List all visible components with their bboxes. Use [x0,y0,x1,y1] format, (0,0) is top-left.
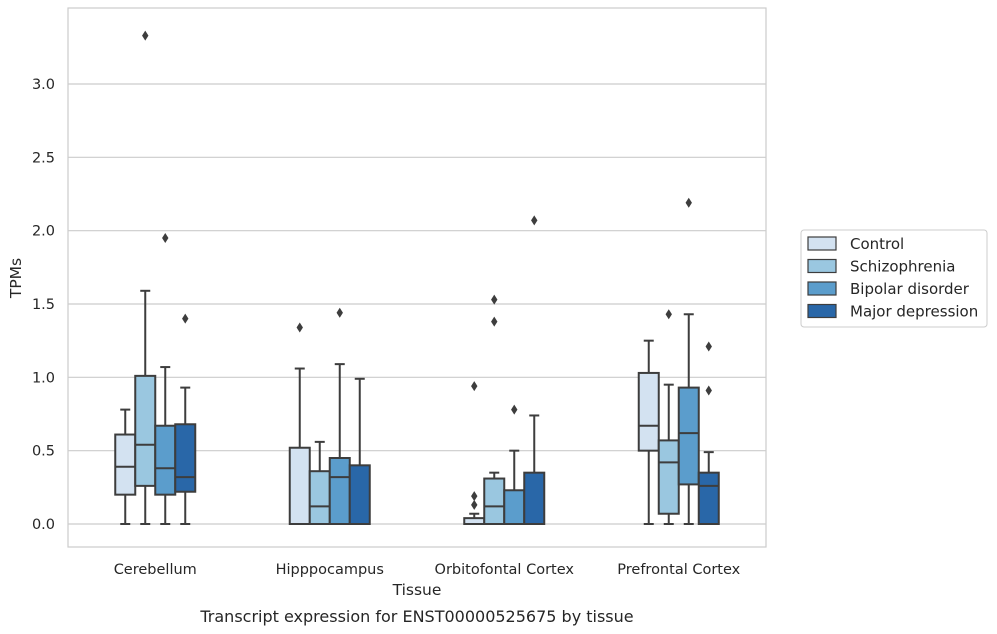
box-plot [523,215,546,525]
x-tick-label: Hipppocampus [276,562,384,578]
box-plot [677,197,700,525]
box-iqr [134,374,157,487]
outlier-point [471,499,478,510]
box-iqr [503,489,526,525]
box-iqr [114,433,137,496]
legend-label: Control [850,235,904,253]
box-iqr [523,471,546,525]
outlier-point [665,309,672,320]
outlier-point [511,404,518,415]
y-tick-label: 2.5 [32,150,55,166]
x-axis-ticks: Cerebellum Hipppocampus Orbitofontal Corte… [114,562,741,578]
box-iqr [174,423,197,493]
legend-swatch [807,303,837,319]
box-iqr [637,371,660,452]
box-iqr [288,446,311,526]
y-tick-label: 0.5 [32,444,55,460]
box-iqr [657,439,680,515]
legend-swatch [807,281,837,296]
y-tick-label: 2.0 [32,224,55,240]
outlier-point [162,233,169,243]
outlier-point [336,307,343,318]
outlier-point [182,313,189,324]
y-tick-label: 0.0 [32,517,55,533]
box-iqr [697,471,720,525]
x-tick-label: Prefrontal Cortex [617,562,740,578]
outlier-point [471,491,478,502]
outlier-point [531,215,538,226]
outlier-point [142,30,149,41]
legend-swatch [807,236,837,251]
outlier-point [705,341,712,352]
y-tick-label: 1.5 [32,297,55,313]
box-plot [637,339,660,525]
outlier-point [685,197,692,208]
legend: Control Schizophrenia Bipolar disorder Majo… [800,229,988,328]
box-plot [174,313,197,525]
box-plot [483,294,506,525]
box-iqr [483,477,506,525]
box-plot [348,377,371,526]
y-axis-title: TPMs [7,258,25,299]
y-axis-ticks: 0.0 0.5 1.0 1.5 2.0 2.5 3.0 [32,77,55,533]
legend-frame [800,229,988,328]
x-tick-label: Cerebellum [114,562,197,578]
figure-caption: Transcript expression for ENST0000052567… [199,607,633,626]
x-tick-label: Orbitofontal Cortex [435,562,575,578]
legend-label: Major depression [850,303,978,321]
x-axis-title: Tissue [392,581,442,599]
legend-label: Bipolar disorder [850,280,970,298]
outlier-point [705,385,712,396]
outlier-point [471,381,478,392]
outlier-point [491,316,498,327]
box-iqr [154,424,177,496]
legend-label: Schizophrenia [850,258,955,276]
legend-swatch [807,258,837,274]
boxes [114,30,720,526]
box-iqr [348,464,371,526]
outlier-point [491,294,498,305]
outlier-point [296,322,303,333]
y-tick-label: 1.0 [32,370,55,386]
box-iqr [328,457,351,525]
box-plot [463,381,486,526]
box-plot [697,341,720,525]
box-iqr [308,470,331,526]
box-iqr [677,386,700,486]
y-tick-label: 3.0 [32,77,55,93]
box-plot [134,30,157,525]
